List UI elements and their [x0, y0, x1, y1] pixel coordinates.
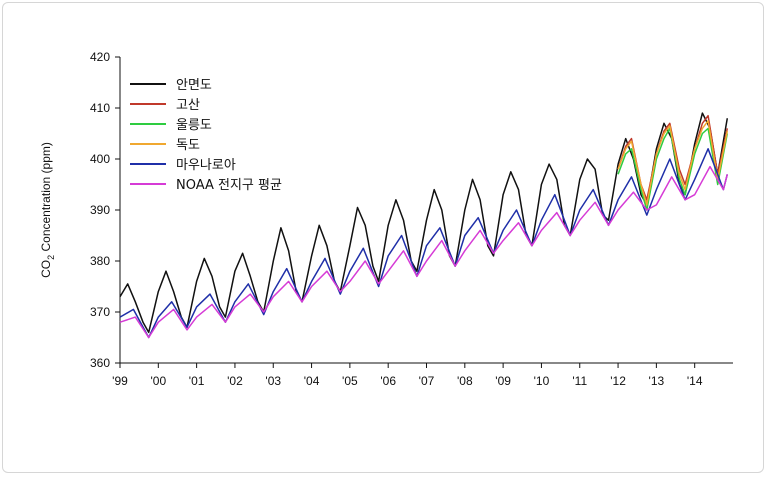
series-line-0	[119, 112, 729, 334]
image-frame	[2, 2, 764, 473]
x-tick-label: '13	[649, 374, 665, 388]
x-tick-label: '00	[150, 374, 166, 388]
legend-label-0: 안면도	[176, 78, 212, 93]
legend-label-2: 울릉도	[176, 118, 212, 133]
y-tick-label: 420	[90, 50, 110, 64]
legend-label-1: 고산	[176, 98, 200, 113]
x-tick-label: '03	[265, 374, 281, 388]
x-tick-label: '12	[610, 374, 626, 388]
y-axis-title: CO2 Concentration (ppm)	[39, 142, 56, 278]
series-line-3	[617, 120, 729, 206]
y-tick-label: 360	[90, 356, 110, 370]
x-tick-label: '07	[419, 374, 435, 388]
y-tick-label: 390	[90, 203, 110, 217]
y-tick-label: 370	[90, 305, 110, 319]
x-tick-label: '99	[112, 374, 128, 388]
x-tick-label: '11	[572, 374, 587, 388]
y-tick-label: 410	[90, 101, 110, 115]
x-tick-label: '10	[534, 374, 550, 388]
legend-label-5: NOAA 전지구 평균	[176, 178, 282, 193]
legend-label-4: 마우나로아	[176, 158, 236, 173]
x-tick-label: '05	[342, 374, 358, 388]
y-tick-label: 380	[90, 254, 110, 268]
x-tick-label: '14	[687, 374, 703, 388]
y-tick-label: 400	[90, 152, 110, 166]
x-tick-label: '06	[380, 374, 396, 388]
x-tick-label: '08	[457, 374, 473, 388]
x-tick-label: '02	[227, 374, 243, 388]
x-tick-label: '01	[189, 374, 205, 388]
x-tick-label: '09	[495, 374, 511, 388]
series-line-5	[119, 165, 729, 339]
x-tick-label: '04	[304, 374, 320, 388]
legend-label-3: 독도	[176, 138, 200, 153]
